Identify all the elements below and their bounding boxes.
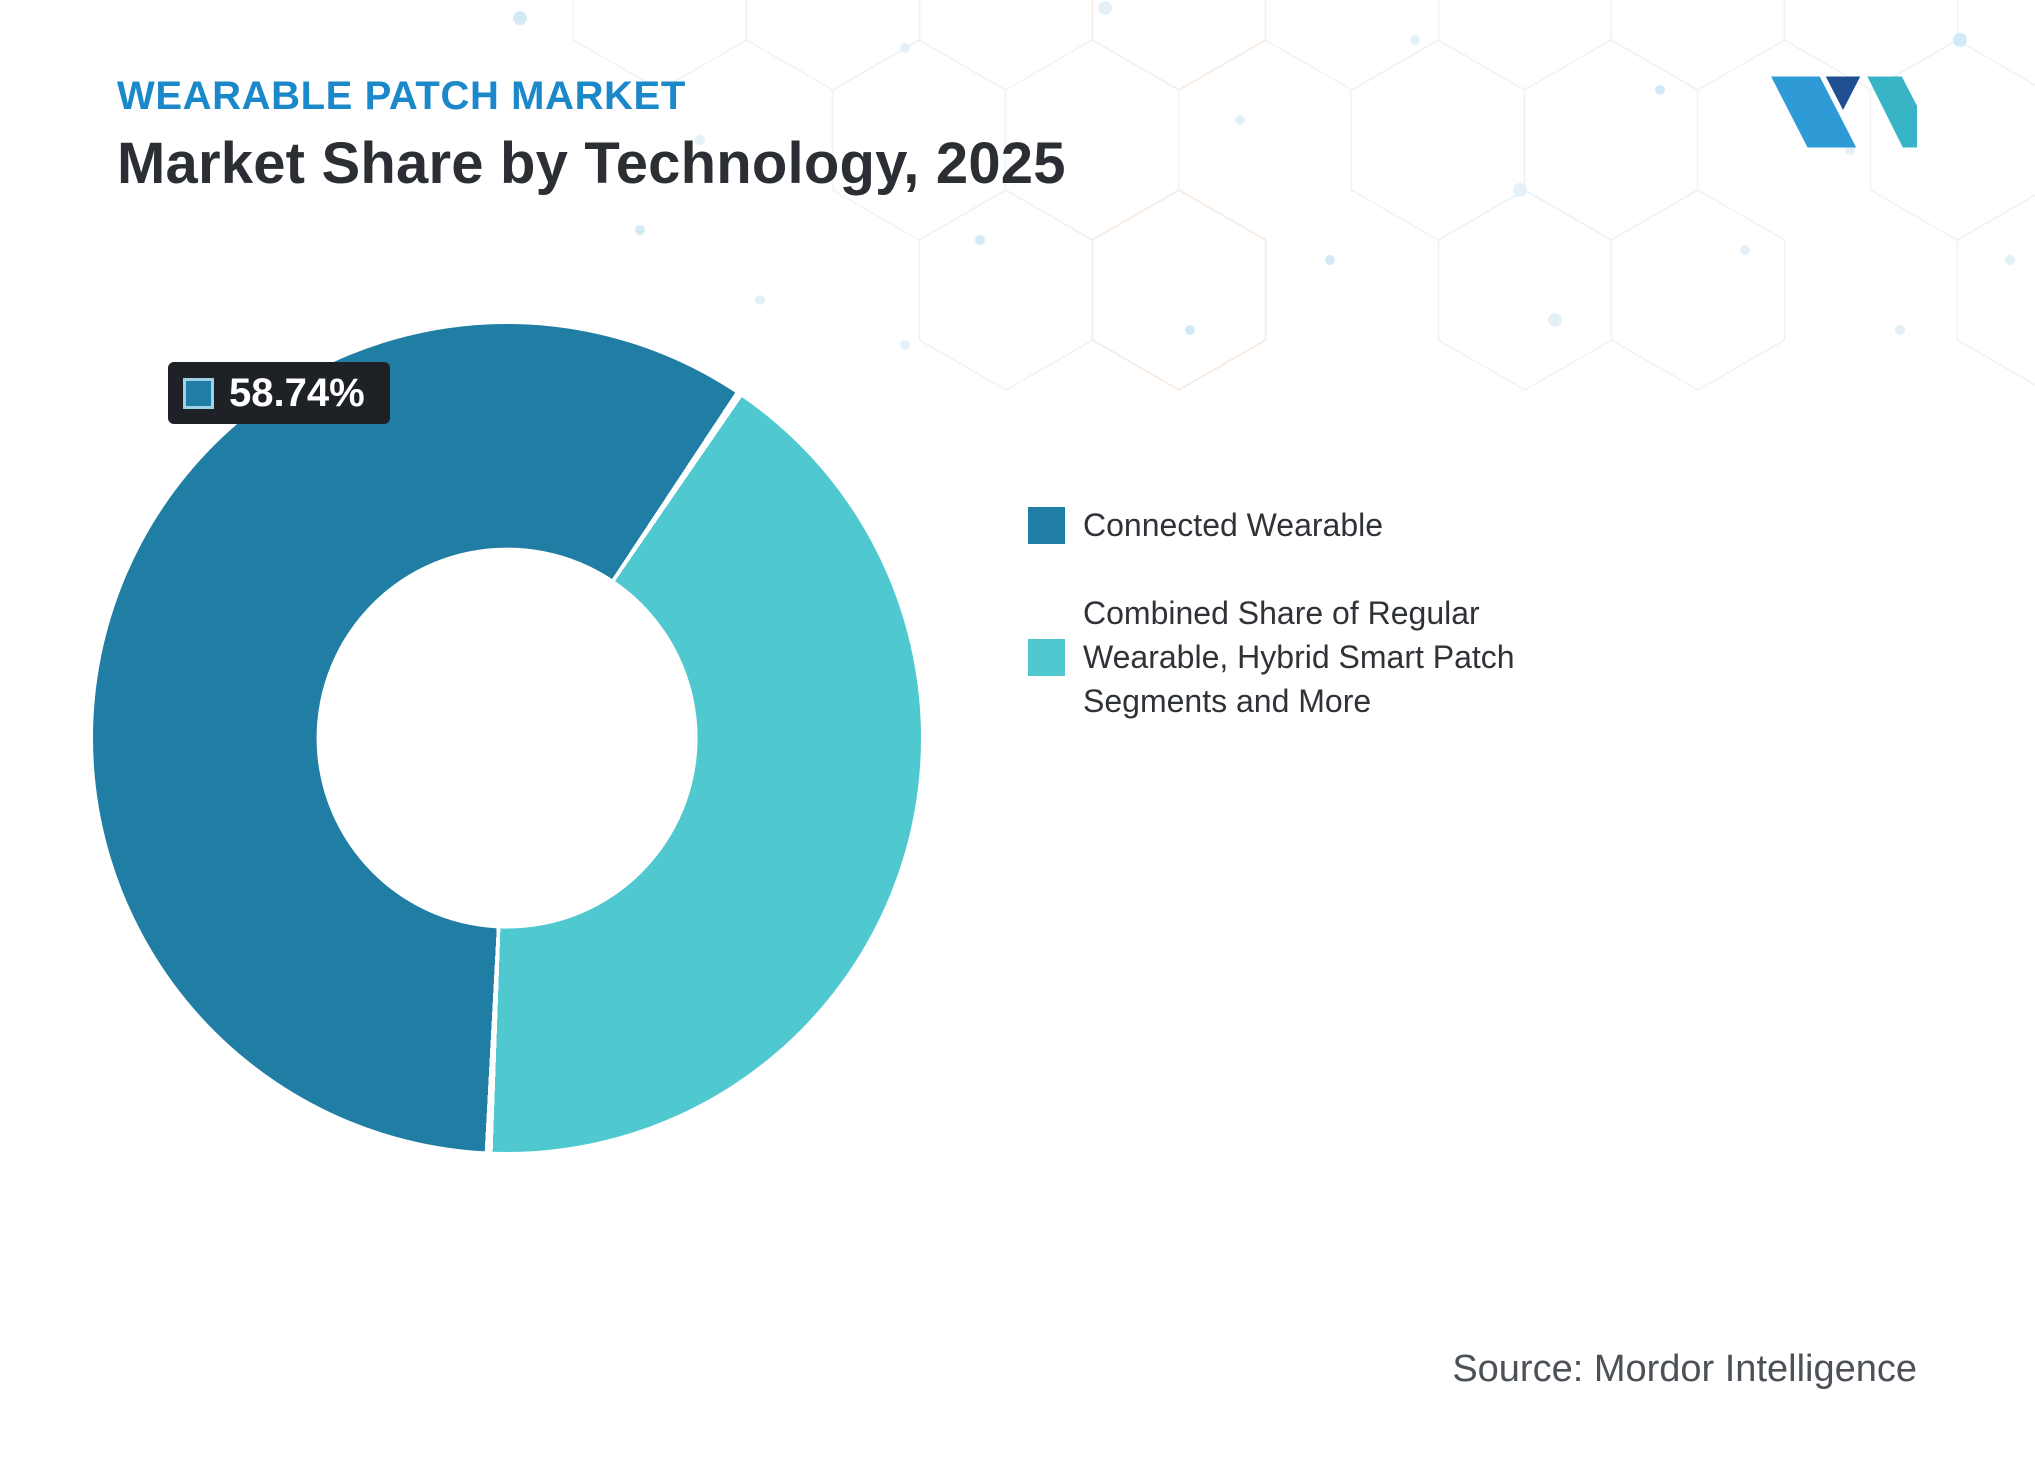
data-label-callout: 58.74% [168,362,390,424]
legend-label: Connected Wearable [1083,507,1384,543]
source-attribution: Source: Mordor Intelligence [1452,1348,1917,1391]
donut-chart [93,324,921,1152]
legend-item-connected-wearable: Connected Wearable [1028,503,1551,547]
logo-left-shape [1771,76,1857,148]
legend-swatch-icon [1028,506,1065,544]
source-text: Source: Mordor Intelligence [1452,1348,1917,1390]
report-kicker: WEARABLE PATCH MARKET [117,74,686,118]
data-label-value: 58.74% [229,370,365,415]
legend-swatch-icon [1028,638,1065,676]
legend-label: Combined Share of Regular Wearable, Hybr… [1083,595,1515,720]
page-title: Market Share by Technology, 2025 [117,131,1066,196]
donut-hole [316,547,698,929]
series-swatch-icon [183,377,214,409]
logo-middle-shape [1825,76,1861,110]
chart-legend: Connected Wearable Combined Share of Reg… [1028,503,1551,724]
legend-item-combined-share: Combined Share of Regular Wearable, Hybr… [1028,591,1551,723]
logo-right-shape [1867,76,1917,148]
mordor-intelligence-logo [1771,76,1917,148]
